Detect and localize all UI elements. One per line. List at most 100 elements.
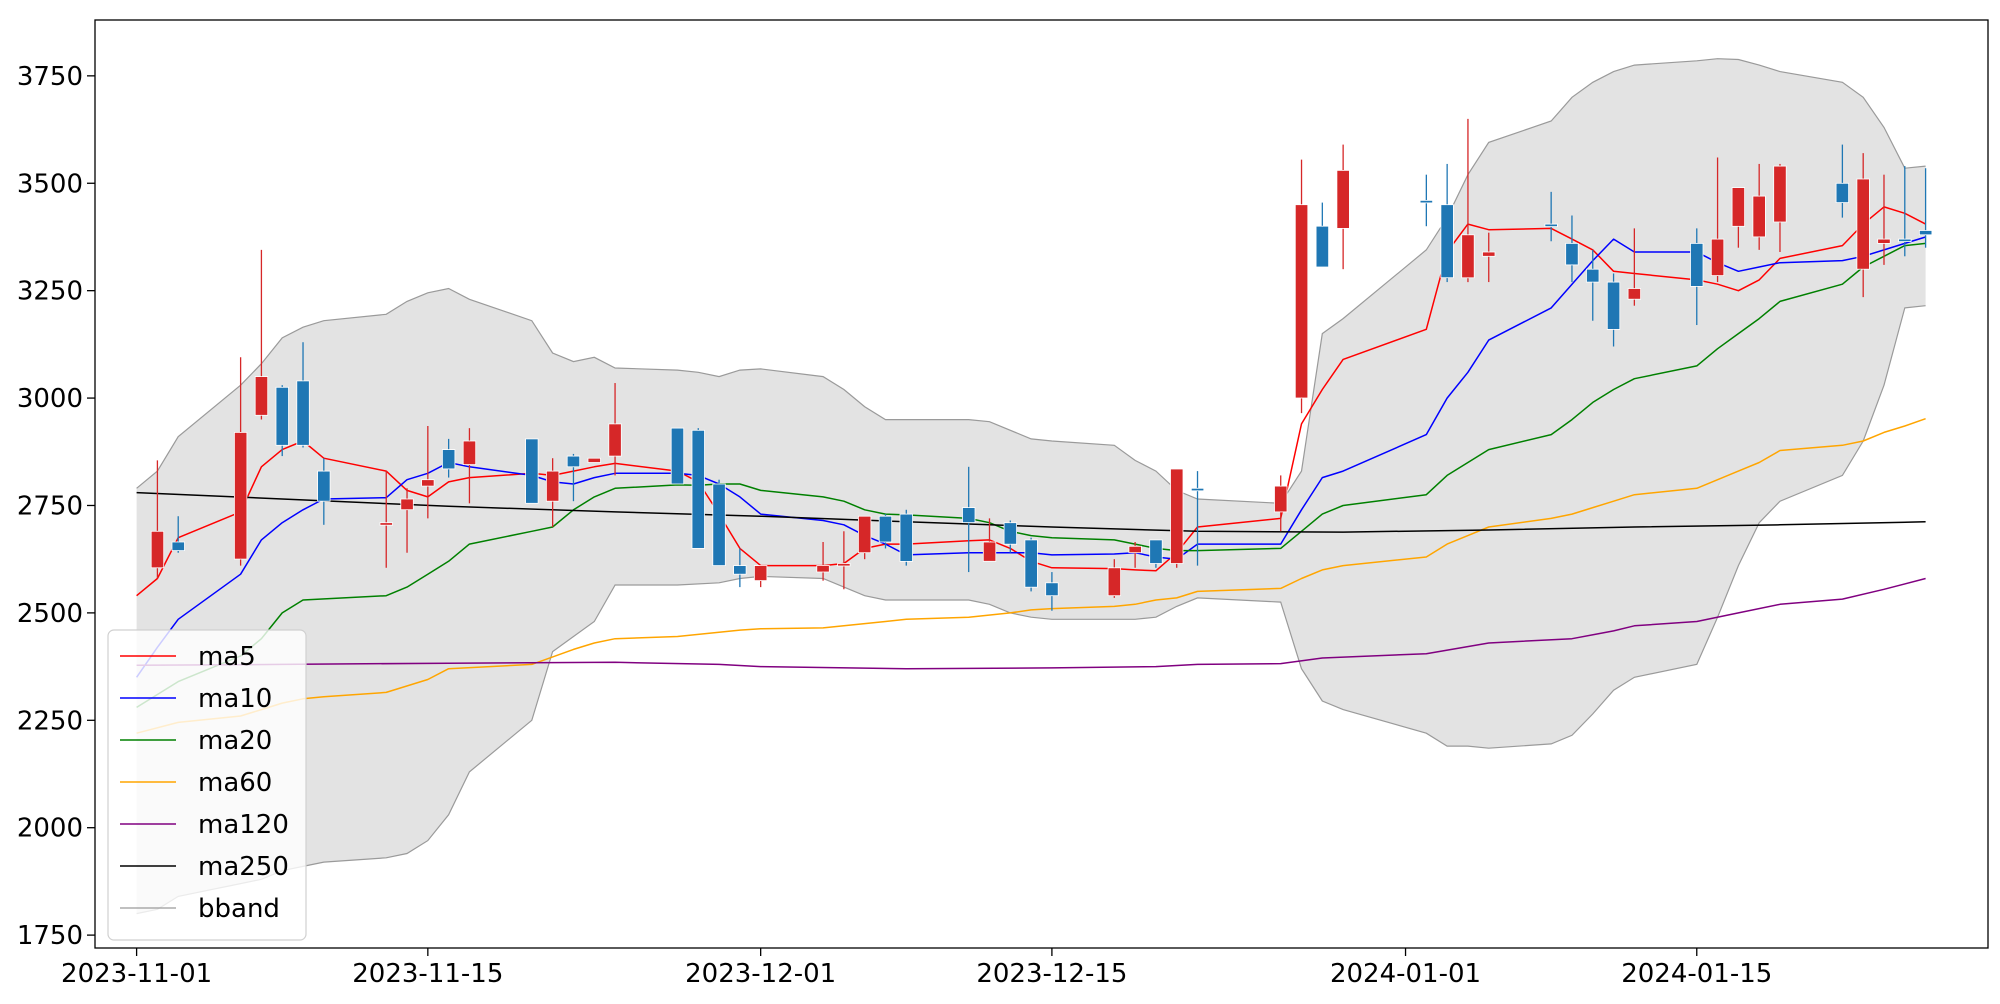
- candle: [1003, 520, 1017, 553]
- candle-body: [1294, 204, 1309, 399]
- y-tick-label: 3000: [17, 384, 83, 414]
- candle-body: [566, 455, 581, 468]
- legend-label-ma60: ma60: [198, 768, 272, 798]
- candle: [1898, 166, 1912, 257]
- candle: [379, 471, 393, 568]
- candle-body: [1773, 165, 1787, 223]
- candle-body: [899, 513, 913, 562]
- candle: [254, 249, 269, 420]
- candle-body: [546, 470, 560, 502]
- bollinger-bands: [136, 58, 1926, 915]
- candle: [608, 383, 622, 476]
- legend: ma5 ma10 ma20 ma60 ma120 ma250 bband: [107, 629, 307, 941]
- candle-body: [691, 429, 705, 549]
- candle-body: [754, 565, 768, 581]
- y-tick-label: 3750: [17, 62, 83, 92]
- candle-body: [1128, 545, 1142, 554]
- legend-label-ma10: ma10: [198, 684, 272, 714]
- candle: [837, 531, 851, 590]
- candle-body: [1606, 281, 1621, 330]
- candle: [400, 488, 414, 553]
- candle: [1835, 144, 1849, 218]
- candle-body: [1482, 251, 1496, 257]
- candle: [421, 426, 435, 519]
- candle-body: [1440, 204, 1454, 279]
- candle: [441, 438, 456, 478]
- x-tick-label: 2023-12-01: [685, 959, 836, 989]
- candle-body: [254, 376, 269, 416]
- candle-body: [1627, 288, 1641, 300]
- candle: [546, 458, 560, 527]
- candle: [1294, 159, 1309, 414]
- candle-body: [733, 565, 747, 575]
- candle-body: [1898, 238, 1912, 243]
- candle-body: [317, 470, 331, 502]
- legend-label-ma20: ma20: [198, 726, 272, 756]
- candle-body: [962, 507, 976, 524]
- x-axis: 2023-11-01 2023-11-15 2023-12-01 2023-12-15…: [61, 948, 1772, 989]
- candle: [296, 342, 310, 448]
- y-tick-label: 3500: [17, 169, 83, 199]
- candle: [712, 479, 726, 566]
- candle: [1544, 191, 1558, 242]
- candle: [275, 385, 289, 457]
- y-tick-label: 1750: [17, 921, 83, 951]
- candle-body: [1190, 487, 1205, 492]
- candle: [233, 357, 248, 566]
- candle: [1586, 249, 1600, 321]
- candle-body: [1731, 187, 1745, 227]
- candle-body: [1045, 582, 1059, 597]
- candle: [1627, 228, 1641, 306]
- y-axis: 1750 2000 2250 2500 2750 3000 3250 3500 3750: [17, 62, 95, 951]
- candle: [858, 515, 872, 560]
- candle-body: [1690, 242, 1704, 287]
- candle-body: [608, 423, 622, 457]
- ma250-line: [136, 491, 1926, 533]
- candle: [587, 457, 601, 463]
- legend-label-ma5: ma5: [198, 642, 256, 672]
- candle: [1690, 228, 1704, 326]
- candle: [1461, 118, 1475, 283]
- bband-fill: [136, 58, 1926, 914]
- candle: [962, 466, 976, 573]
- x-tick-label: 2023-11-01: [61, 959, 212, 989]
- candle: [899, 509, 913, 566]
- candle-body: [1336, 169, 1350, 229]
- candle-body: [712, 483, 726, 566]
- candle-body: [816, 565, 830, 573]
- candle-body: [858, 515, 872, 554]
- candle-body: [441, 449, 456, 470]
- candle: [317, 458, 331, 525]
- candle-body: [1710, 238, 1725, 277]
- legend-label-bband: bband: [198, 894, 280, 924]
- ma120-line: [136, 577, 1926, 670]
- candle: [462, 428, 477, 504]
- y-tick-label: 2500: [17, 599, 83, 629]
- candle: [982, 518, 997, 562]
- candle: [878, 514, 893, 549]
- y-tick-label: 2250: [17, 706, 83, 736]
- candle-body: [1565, 242, 1579, 266]
- candle-body: [1024, 539, 1038, 588]
- legend-label-ma250: ma250: [198, 852, 289, 882]
- candle: [1274, 475, 1288, 532]
- candle: [1773, 163, 1787, 252]
- ma60-line: [136, 417, 1926, 734]
- candle: [171, 516, 185, 553]
- candle-body: [462, 440, 477, 466]
- candle-body: [1461, 234, 1475, 279]
- legend-label-ma120: ma120: [198, 810, 289, 840]
- candle: [1024, 537, 1038, 592]
- candle-body: [1419, 199, 1433, 204]
- candle: [150, 460, 165, 579]
- candle: [1336, 144, 1350, 270]
- candle: [1731, 187, 1745, 248]
- candle: [1315, 202, 1329, 268]
- x-tick-label: 2023-11-15: [352, 959, 503, 989]
- candle-body: [1856, 178, 1870, 270]
- candle-body: [1835, 182, 1849, 204]
- candle-body: [1170, 468, 1184, 564]
- plot-frame: [94, 19, 1989, 949]
